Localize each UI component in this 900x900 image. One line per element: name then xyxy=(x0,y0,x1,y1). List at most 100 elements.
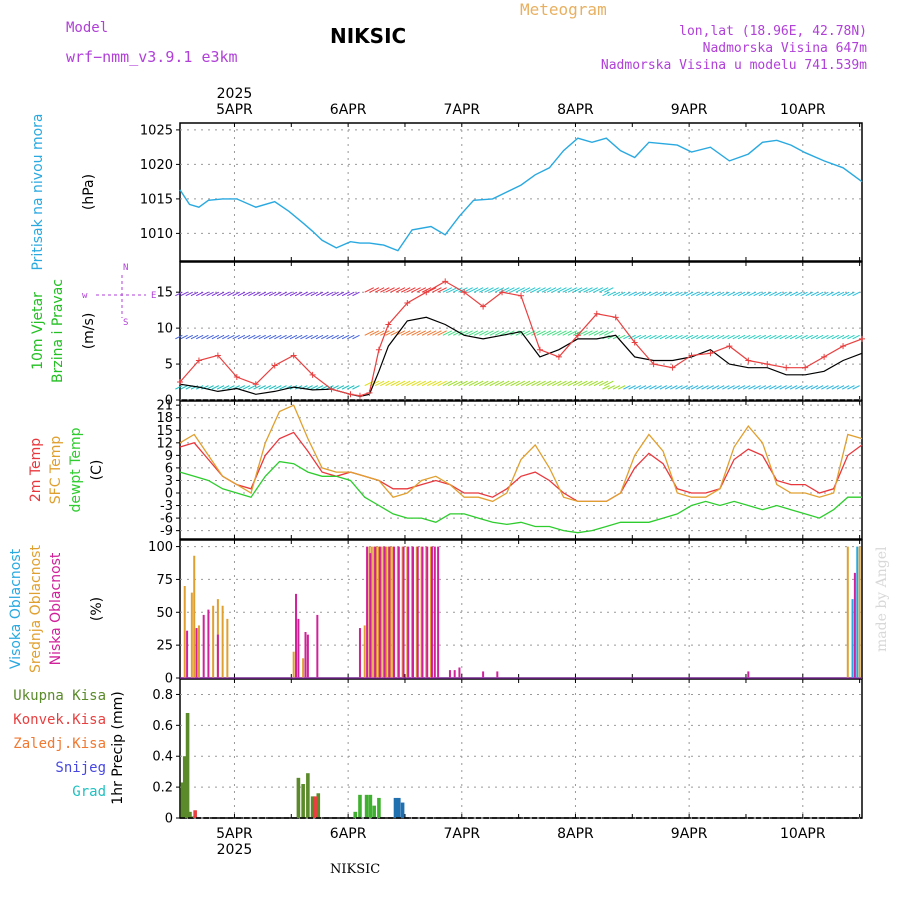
wind-barb xyxy=(201,291,209,297)
wind-barb xyxy=(190,291,199,297)
wind-gust-marker xyxy=(195,357,202,364)
wind-barb xyxy=(536,287,546,293)
wind-gust-marker xyxy=(423,289,430,296)
station-title: NIKSIC xyxy=(330,24,407,48)
wind-gust-marker xyxy=(480,303,487,310)
wind-barb xyxy=(321,291,329,297)
wind-barb xyxy=(737,385,746,390)
wind-barb xyxy=(406,287,416,293)
wind-barb xyxy=(520,287,531,293)
wind-barb xyxy=(253,291,261,297)
precip-bar xyxy=(310,796,315,818)
label-precip-unit: 1hr Precip (mm) xyxy=(110,691,126,804)
wind-barb xyxy=(753,385,761,390)
wind-barb xyxy=(268,334,277,340)
wind-barb xyxy=(546,330,557,336)
wind-barb xyxy=(602,385,610,390)
wind-barb xyxy=(789,334,798,340)
wind-gust-marker xyxy=(518,292,524,299)
label-temp-sfc: SFC Temp xyxy=(48,436,64,505)
wind-barb xyxy=(701,385,709,390)
wind-barb xyxy=(769,334,777,340)
wind-barb xyxy=(279,291,287,297)
wind-barb xyxy=(484,330,494,336)
wind-barb xyxy=(201,334,209,340)
wind-barb xyxy=(447,330,458,336)
wind-barb xyxy=(557,330,567,336)
wind-gust-marker xyxy=(688,352,695,359)
wind-gust-marker xyxy=(385,321,392,328)
label-cloud-unit: (%) xyxy=(89,597,105,621)
wind-barb xyxy=(336,291,345,297)
label-temp-2m: 2m Temp xyxy=(28,438,44,502)
wind-barb xyxy=(190,334,199,340)
wind-barb xyxy=(607,291,615,297)
wind-barb xyxy=(421,330,432,336)
wind-barb xyxy=(374,287,385,293)
wind-barb xyxy=(748,385,756,390)
wind-barb xyxy=(185,291,194,297)
wind-barb xyxy=(583,287,593,293)
wind-barb xyxy=(227,291,235,297)
wind-barb xyxy=(675,291,683,297)
wind-barb xyxy=(664,385,673,390)
wind-gust-marker xyxy=(271,362,278,369)
wind-barb xyxy=(711,291,720,297)
wind-barb xyxy=(567,330,578,336)
precip-bar xyxy=(397,797,401,818)
y-tick-label: -3 xyxy=(160,499,173,514)
wind-barb xyxy=(789,291,798,297)
wind-barb xyxy=(352,334,360,340)
wind-barb xyxy=(385,287,395,293)
wind-gust-marker xyxy=(233,374,240,380)
legend-3: Snijeg xyxy=(55,760,106,776)
wind-barb xyxy=(696,334,704,340)
panel-frame-5 xyxy=(179,678,863,819)
y-tick-label: -6 xyxy=(160,512,173,527)
wind-barb xyxy=(706,291,714,297)
wind-barb xyxy=(649,385,657,390)
wind-barb xyxy=(562,380,572,387)
y-tick-label: 10 xyxy=(156,322,173,337)
wind-barb xyxy=(795,334,803,340)
wind-gust-marker xyxy=(764,361,771,368)
wind-barb xyxy=(336,334,345,340)
wind-barb xyxy=(836,385,845,390)
wind-barb xyxy=(732,385,741,390)
precip-bar xyxy=(358,794,362,818)
wind-barb xyxy=(432,380,442,387)
wind-barb xyxy=(612,385,621,390)
wind-barb xyxy=(541,380,552,387)
wind-barb xyxy=(779,291,787,297)
wind-barb xyxy=(617,385,626,390)
wind-barb xyxy=(722,385,730,390)
wind-gust-marker xyxy=(555,353,562,360)
wind-barb xyxy=(810,334,819,340)
wind-barb xyxy=(411,380,421,387)
wind-barb xyxy=(815,385,824,390)
wind-barb xyxy=(758,334,767,340)
wind-barb xyxy=(546,380,557,387)
wind-gust-marker xyxy=(821,353,828,360)
wind-barb xyxy=(763,291,772,297)
wind-barb xyxy=(180,334,188,340)
wind-barb xyxy=(633,291,642,297)
wind-barb xyxy=(826,291,834,297)
wind-barb xyxy=(347,334,355,340)
wind-barb xyxy=(784,291,793,297)
y-tick-label: 0.4 xyxy=(152,750,173,765)
compass-e: E xyxy=(151,291,156,301)
wind-barb xyxy=(732,334,741,340)
precip-bar xyxy=(372,805,376,818)
wind-barb xyxy=(675,385,683,390)
wind-barb xyxy=(593,287,604,293)
compass-w: w xyxy=(82,291,88,301)
label-temp-unit: (C) xyxy=(89,460,105,481)
label-temp-dewpt: dewpt Temp xyxy=(68,427,84,512)
wind-barb xyxy=(753,334,761,340)
wind-barb xyxy=(484,380,494,387)
wind-gust-marker xyxy=(745,357,752,364)
wind-barb xyxy=(821,334,829,340)
wind-barb xyxy=(588,287,598,293)
